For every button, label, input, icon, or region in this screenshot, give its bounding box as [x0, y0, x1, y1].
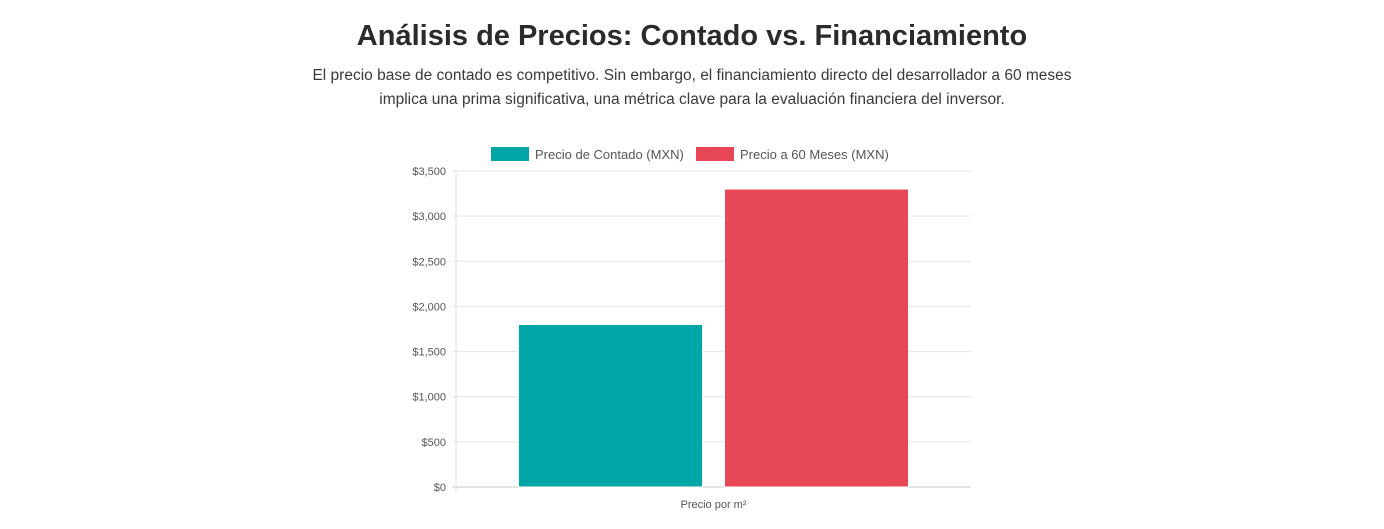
page-subtitle: El precio base de contado es competitivo… [312, 67, 1072, 108]
y-tick-label: $1,000 [412, 392, 446, 404]
y-tick-label: $500 [422, 437, 446, 449]
y-tick-label: $3,500 [412, 166, 446, 178]
y-tick-label: $1,500 [412, 347, 446, 359]
legend-swatch-contado [491, 147, 529, 161]
y-tick-label: $2,000 [412, 301, 446, 313]
y-tick-label: $3,000 [412, 211, 446, 223]
bar-contado [518, 323, 703, 488]
legend-label-contado: Precio de Contado (MXN) [535, 147, 684, 162]
legend-swatch-financiamiento [696, 147, 734, 161]
page-title: Análisis de Precios: Contado vs. Financi… [356, 20, 1028, 52]
y-tick-label: $0 [434, 482, 446, 494]
x-category-label: Precio por m² [680, 499, 746, 511]
y-tick-label: $2,500 [412, 256, 446, 268]
legend-label-financiamiento: Precio a 60 Meses (MXN) [740, 147, 889, 162]
bar-financiamiento [724, 188, 909, 488]
